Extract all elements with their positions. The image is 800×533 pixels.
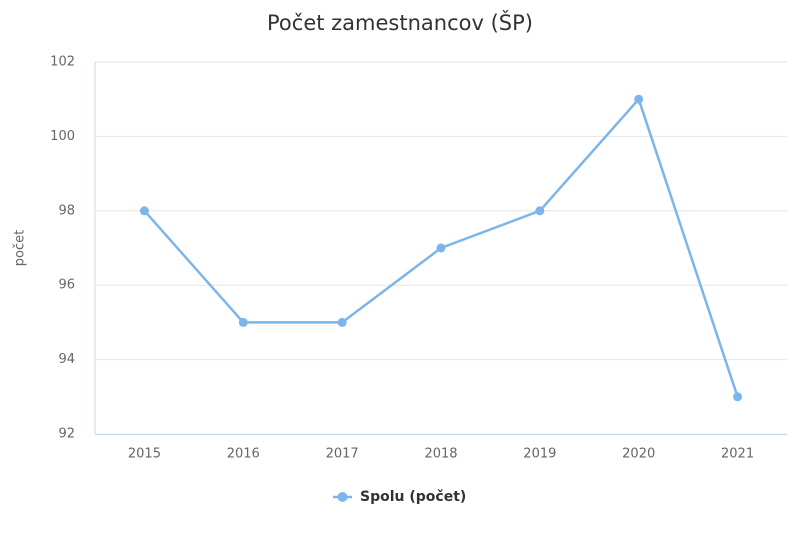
- y-tick-label: 98: [58, 203, 75, 218]
- y-tick-label: 100: [50, 129, 75, 144]
- x-tick-label: 2018: [424, 447, 457, 462]
- x-tick-label: 2015: [128, 447, 161, 462]
- y-tick-label: 102: [50, 55, 75, 70]
- data-point: [139, 206, 149, 216]
- data-point: [535, 206, 545, 216]
- x-tick-label: 2020: [622, 447, 655, 462]
- data-point: [634, 94, 644, 104]
- y-tick-label: 96: [58, 278, 75, 293]
- x-tick-label: 2019: [523, 447, 556, 462]
- y-tick-label: 92: [58, 427, 75, 442]
- chart-title: Počet zamestnancov (ŠP): [267, 10, 533, 35]
- data-point: [733, 392, 743, 402]
- data-point: [436, 243, 446, 253]
- legend-marker: [337, 492, 348, 502]
- y-axis-label: počet: [13, 230, 28, 266]
- data-point: [238, 317, 248, 327]
- x-tick-label: 2021: [721, 447, 754, 462]
- legend-label: Spolu (počet): [360, 489, 466, 505]
- x-tick-label: 2017: [326, 447, 359, 462]
- data-point: [337, 317, 347, 327]
- x-tick-label: 2016: [227, 447, 260, 462]
- y-tick-label: 94: [58, 352, 75, 367]
